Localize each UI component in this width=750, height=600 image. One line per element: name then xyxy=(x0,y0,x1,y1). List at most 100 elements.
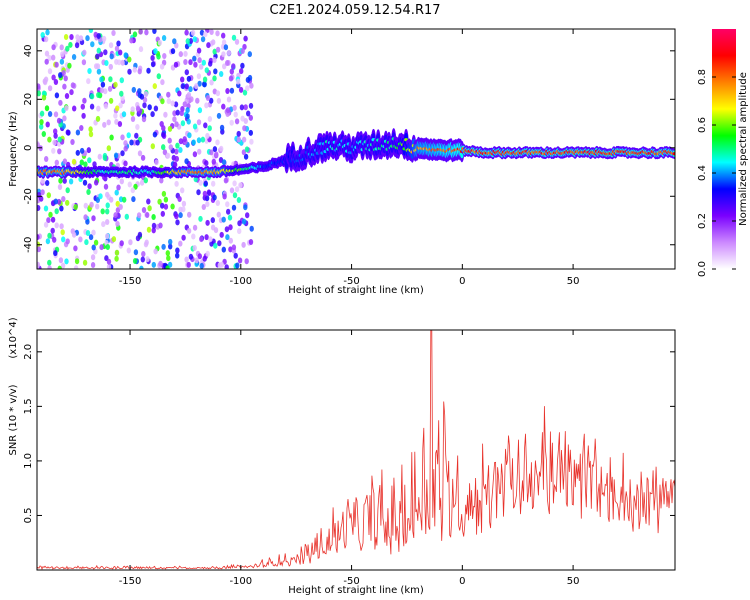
spectrogram-noise-point xyxy=(211,39,216,46)
spectrogram-noise-point xyxy=(168,243,173,250)
spectrogram-noise-point xyxy=(197,80,202,87)
spectrogram-noise-point xyxy=(44,105,50,112)
spectrogram-noise-point xyxy=(85,35,90,42)
spectrogram-noise-point xyxy=(195,97,200,104)
spectrogram-noise-point xyxy=(43,76,49,83)
spectrogram-noise-point xyxy=(234,38,240,45)
spectrogram-noise-point xyxy=(229,87,235,94)
spectrogram-noise-point xyxy=(95,53,100,60)
spectrogram-noise-point xyxy=(39,110,45,117)
snr-series-line xyxy=(37,330,675,570)
spectrogram-noise-point xyxy=(173,101,179,108)
spectrogram-noise-point xyxy=(204,234,209,241)
spectrogram-noise-point xyxy=(145,212,150,218)
spectrogram-noise-point xyxy=(99,76,104,83)
spectrogram-noise-point xyxy=(47,259,52,266)
spectrogram-noise-point xyxy=(109,196,114,203)
spectrogram-noise-point xyxy=(221,39,227,46)
spectrogram-noise-point xyxy=(243,204,248,211)
spectrogram-noise-point xyxy=(40,177,45,184)
spectrogram-noise-point xyxy=(58,177,63,184)
spectrogram-noise-point xyxy=(69,34,74,40)
spectrogram-noise-point xyxy=(74,42,80,49)
spectrogram-noise-point xyxy=(64,105,69,112)
spectrogram-noise-point xyxy=(50,227,55,234)
spectrogram-noise-point xyxy=(130,187,135,194)
spectrogram-noise-point xyxy=(240,48,245,54)
spectrogram-noise-point xyxy=(123,160,128,167)
spectrogram-noise-point xyxy=(212,194,217,201)
spectrogram-noise-point xyxy=(114,58,119,65)
spectrogram-noise-point xyxy=(111,30,116,36)
spectrogram-y-tick-label: 40 xyxy=(23,44,34,57)
spectrogram-noise-point xyxy=(236,197,242,203)
spectrogram-noise-point xyxy=(83,214,88,221)
spectrogram-noise-point xyxy=(236,130,241,137)
spectrogram-noise-point xyxy=(241,241,246,248)
spectrogram-noise-point xyxy=(59,58,65,65)
spectrogram-noise-point xyxy=(90,41,95,48)
spectrogram-noise-point xyxy=(192,55,197,62)
spectrogram-noise-point xyxy=(53,250,58,257)
spectrogram-noise-point xyxy=(178,206,183,213)
spectrogram-noise-point xyxy=(174,121,179,128)
spectrogram-noise-point xyxy=(37,234,40,241)
spectrogram-noise-point xyxy=(81,59,87,66)
spectrogram-noise-point xyxy=(73,245,78,252)
spectrogram-noise-point xyxy=(196,119,202,126)
spectrogram-noise-point xyxy=(59,44,64,51)
spectrogram-noise-point xyxy=(170,48,176,55)
spectrogram-noise-point xyxy=(104,60,109,66)
spectrogram-noise-point xyxy=(43,36,49,43)
spectrogram-noise-point xyxy=(127,68,132,75)
spectrogram-noise-point xyxy=(132,258,138,264)
spectrogram-noise-point xyxy=(151,261,156,268)
spectrogram-noise-point xyxy=(44,156,49,162)
spectrogram-noise-point xyxy=(89,103,95,110)
spectrogram-noise-point xyxy=(120,59,125,66)
spectrogram-noise-point xyxy=(210,217,215,224)
spectrogram-noise-point xyxy=(60,229,65,236)
spectrogram-noise-point xyxy=(245,76,251,83)
spectrogram-noise-point xyxy=(47,232,52,239)
spectrogram-noise-point xyxy=(119,90,124,97)
spectrogram-noise-point xyxy=(146,67,151,74)
spectrogram-noise-point xyxy=(113,212,118,219)
spectrogram-noise-point xyxy=(144,29,149,36)
spectrogram-noise-point xyxy=(114,255,119,262)
spectrogram-noise-point xyxy=(244,146,250,153)
spectrogram-noise-point xyxy=(41,90,47,97)
spectrogram-noise-point xyxy=(186,118,191,125)
spectrogram-noise-point xyxy=(115,220,120,227)
spectrogram-noise-point xyxy=(223,44,229,51)
spectrogram-noise-point xyxy=(94,179,99,186)
spectrogram-noise-point xyxy=(226,96,232,103)
spectrogram-noise-point xyxy=(215,90,221,97)
spectrogram-noise-point xyxy=(200,136,206,143)
spectrogram-noise-point xyxy=(213,227,219,234)
spectrogram-noise-point xyxy=(91,215,96,222)
spectrogram-noise-point xyxy=(213,68,218,75)
colorbar-tick-label: 0.0 xyxy=(697,261,708,277)
spectrogram-x-tick-label: 50 xyxy=(567,276,580,287)
spectrogram-noise-point xyxy=(127,181,132,188)
spectrogram-noise-point xyxy=(205,219,210,226)
spectrogram-noise-point xyxy=(103,88,108,95)
spectrogram-noise-point xyxy=(121,111,127,118)
spectrogram-noise-point xyxy=(150,143,155,150)
spectrogram-noise-point xyxy=(182,136,187,143)
spectrogram-noise-point xyxy=(185,113,190,120)
spectrogram-noise-point xyxy=(114,118,119,125)
spectrogram-noise-point xyxy=(58,99,63,106)
spectrogram-noise-point xyxy=(48,211,53,218)
spectrogram-noise-point xyxy=(197,253,202,260)
spectrogram-noise-point xyxy=(211,180,216,187)
spectrogram-noise-point xyxy=(162,53,167,59)
spectrogram-noise-point xyxy=(136,212,142,219)
spectrogram-noise-point xyxy=(135,124,140,130)
spectrogram-noise-point xyxy=(139,93,145,100)
spectrogram-noise-point xyxy=(168,144,173,151)
spectrogram-noise-point xyxy=(86,189,91,195)
figure-title: C2E1.2024.059.12.54.R17 xyxy=(269,3,440,18)
